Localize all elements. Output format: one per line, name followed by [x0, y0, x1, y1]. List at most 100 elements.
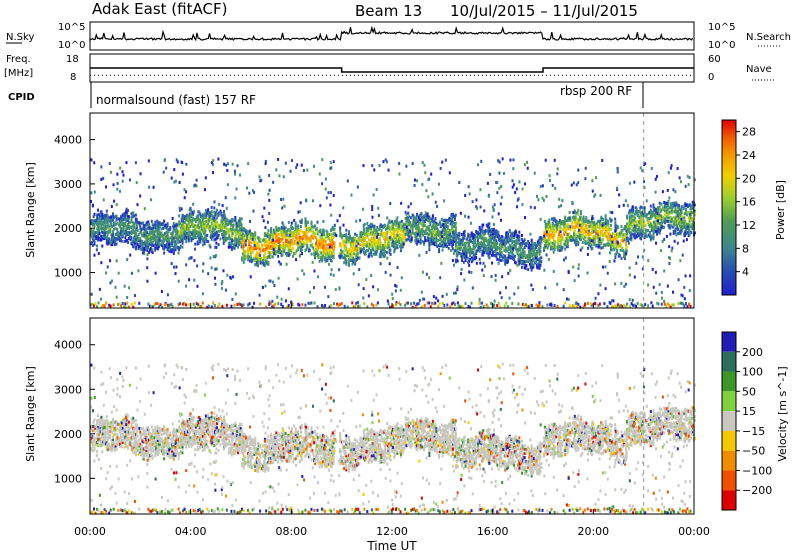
power-echo: [456, 253, 459, 257]
power-echo: [611, 211, 614, 215]
power-echo: [379, 241, 382, 245]
power-echo: [300, 243, 303, 247]
power-echo: [187, 237, 190, 241]
power-echo: [301, 237, 304, 241]
power-echo: [193, 224, 196, 228]
power-echo: [280, 226, 283, 230]
power-echo: [126, 240, 129, 244]
power-echo: [194, 230, 197, 234]
power-echo: [330, 268, 333, 272]
power-echo: [154, 246, 157, 250]
power-echo: [468, 263, 471, 267]
power-echo: [367, 224, 370, 228]
power-echo: [130, 232, 133, 236]
power-echo: [634, 226, 637, 230]
power-echo: [436, 204, 439, 208]
power-echo: [557, 220, 560, 224]
power-echo: [661, 221, 664, 225]
power-echo: [106, 224, 109, 228]
power-echo: [223, 224, 226, 228]
power-echo: [317, 242, 320, 246]
power-echo: [568, 234, 571, 238]
power-echo: [347, 252, 350, 256]
power-echo: [263, 238, 266, 242]
power-echo: [443, 232, 446, 236]
power-echo: [539, 263, 542, 267]
power-echo: [669, 218, 672, 222]
power-echo: [685, 213, 688, 217]
power-echo: [635, 261, 638, 265]
power-echo: [567, 224, 570, 228]
power-echo: [219, 229, 222, 233]
power-echo: [534, 256, 537, 260]
power-echo: [564, 215, 567, 219]
power-echo: [613, 259, 616, 263]
power-echo: [592, 225, 595, 229]
power-echo: [357, 248, 360, 252]
power-echo: [488, 244, 491, 248]
power-echo: [607, 241, 610, 245]
power-echo: [677, 211, 680, 215]
power-echo: [198, 236, 201, 240]
power-echo: [126, 233, 129, 237]
power-echo: [452, 212, 455, 216]
power-echo: [419, 239, 422, 243]
power-echo: [326, 230, 329, 234]
power-echo: [553, 244, 556, 248]
power-echo: [465, 241, 468, 245]
power-echo: [168, 245, 171, 249]
power-echo: [136, 239, 139, 243]
power-echo: [181, 239, 184, 243]
power-echo: [133, 245, 136, 249]
power-echo: [521, 247, 524, 251]
power-echo: [126, 213, 129, 217]
power-echo: [585, 224, 588, 228]
power-echo: [247, 250, 250, 254]
power-echo: [608, 226, 611, 230]
power-echo: [125, 219, 128, 223]
power-echo: [490, 232, 493, 236]
power-echo: [139, 245, 142, 249]
power-echo: [609, 227, 612, 231]
power-echo: [291, 240, 294, 244]
power-echo: [293, 218, 296, 222]
power-echo: [435, 237, 438, 241]
power-echo: [583, 227, 586, 231]
power-echo: [545, 239, 548, 243]
power-echo: [503, 256, 506, 260]
power-echo: [614, 223, 617, 227]
power-echo: [93, 232, 96, 236]
power-echo: [674, 209, 677, 213]
power-echo: [332, 235, 335, 239]
power-echo: [616, 250, 619, 254]
power-echo: [530, 246, 533, 250]
power-echo: [133, 226, 136, 230]
power-echo: [140, 227, 143, 231]
power-echo: [630, 208, 633, 212]
power-echo: [262, 263, 265, 267]
power-echo: [344, 244, 347, 248]
power-echo: [671, 225, 674, 229]
power-echo: [156, 235, 159, 239]
power-echo: [124, 224, 127, 228]
power-echo: [411, 227, 414, 231]
power-echo: [115, 203, 118, 207]
power-echo: [263, 262, 266, 266]
power-echo: [416, 238, 419, 242]
power-echo: [230, 241, 233, 245]
power-echo: [91, 243, 94, 247]
power-echo: [370, 254, 373, 258]
power-echo: [624, 235, 627, 239]
power-echo: [110, 217, 113, 221]
power-echo: [691, 217, 694, 221]
power-echo: [565, 239, 568, 243]
power-echo: [391, 292, 394, 296]
power-echo: [640, 205, 643, 209]
power-echo: [588, 231, 591, 235]
power-echo: [419, 237, 422, 241]
power-echo: [300, 218, 303, 222]
power-echo: [532, 245, 535, 249]
power-echo: [188, 212, 191, 216]
power-echo: [367, 255, 370, 259]
power-echo: [640, 231, 643, 235]
